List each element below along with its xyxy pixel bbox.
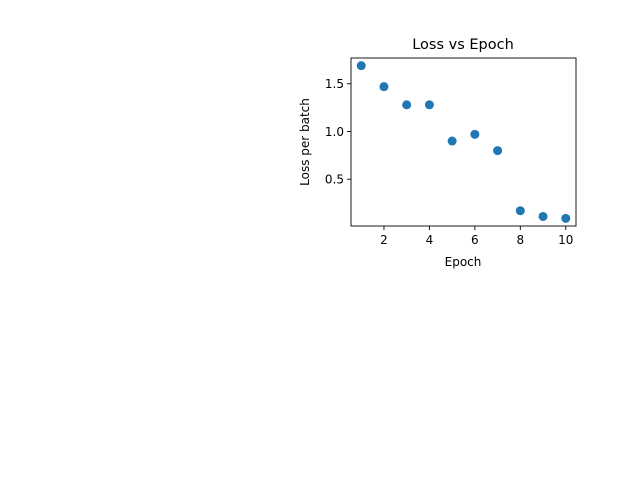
x-axis-label: Epoch [445,255,482,269]
data-point [379,82,389,92]
data-point [470,129,480,139]
data-point [493,146,503,156]
data-points [356,61,571,223]
data-point [402,100,412,110]
y-tick-label: 1.5 [325,77,344,91]
x-tick-label: 2 [380,233,388,247]
x-tick-label: 4 [426,233,434,247]
plot-frame [350,57,577,227]
x-axis: 2 4 6 8 10 [380,226,573,247]
data-point [356,61,366,71]
x-tick-label: 6 [471,233,479,247]
chart-title: Loss vs Epoch [412,37,514,53]
data-point [515,206,525,216]
y-axis: 0.5 1.0 1.5 [325,77,351,187]
plot-area: 2 4 6 8 10 0.5 1.0 1.5 [325,57,577,247]
data-point [561,213,571,223]
y-axis-label: Loss per batch [298,98,312,186]
data-point [424,100,434,110]
data-point [447,136,457,146]
x-tick-label: 8 [516,233,524,247]
data-point [538,211,548,221]
x-tick-label: 10 [558,233,573,247]
y-tick-label: 1.0 [325,125,344,139]
y-tick-label: 0.5 [325,173,344,187]
